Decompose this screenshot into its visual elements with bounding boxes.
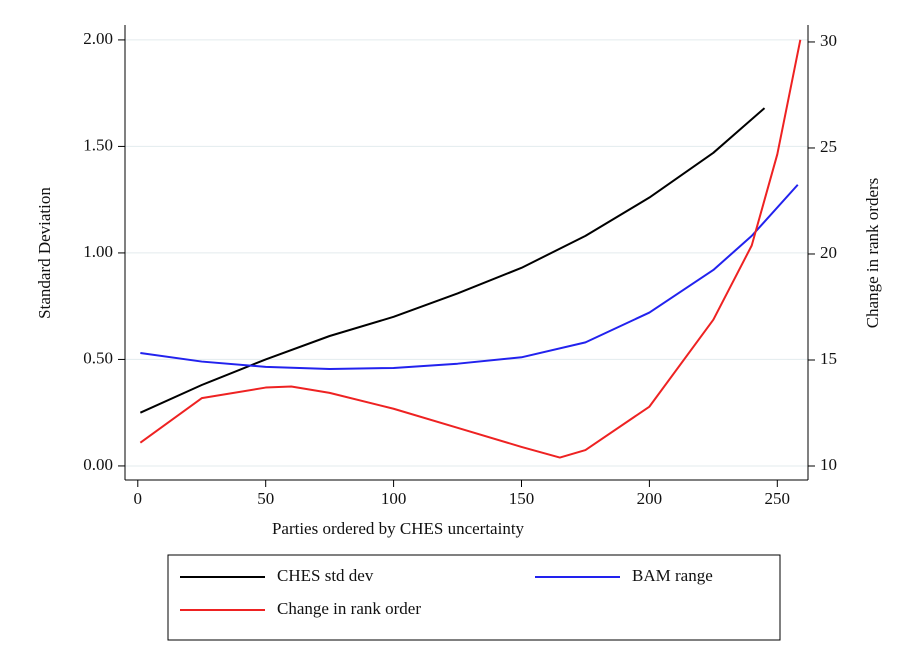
y2-axis-title: Change in rank orders [863,178,882,329]
y2-tick-label: 25 [820,137,837,156]
legend-box [167,554,781,641]
x-tick-label: 50 [257,489,274,508]
y-axis-title: Standard Deviation [35,187,54,319]
y2-tick-label: 30 [820,31,837,50]
x-axis-title: Parties ordered by CHES uncertainty [272,519,525,538]
series-line [139,39,802,459]
legend-label: CHES std dev [277,566,374,585]
x-tick-label: 200 [637,489,663,508]
y-tick-label: 2.00 [83,29,113,48]
y2-tick-label: 20 [820,243,837,262]
x-tick-label: 100 [381,489,407,508]
y-tick-label: 1.50 [83,135,113,154]
legend-label: Change in rank order [277,599,421,618]
y2-tick-label: 15 [820,349,837,368]
legend-label: BAM range [632,566,713,585]
y2-tick-label: 10 [820,455,837,474]
x-tick-label: 150 [509,489,535,508]
x-tick-label: 250 [765,489,791,508]
y-tick-label: 0.50 [83,348,113,367]
series-line [140,184,799,371]
x-tick-label: 0 [134,489,143,508]
series-line [139,107,766,414]
y-tick-label: 0.00 [83,455,113,474]
y-tick-label: 1.00 [83,242,113,261]
